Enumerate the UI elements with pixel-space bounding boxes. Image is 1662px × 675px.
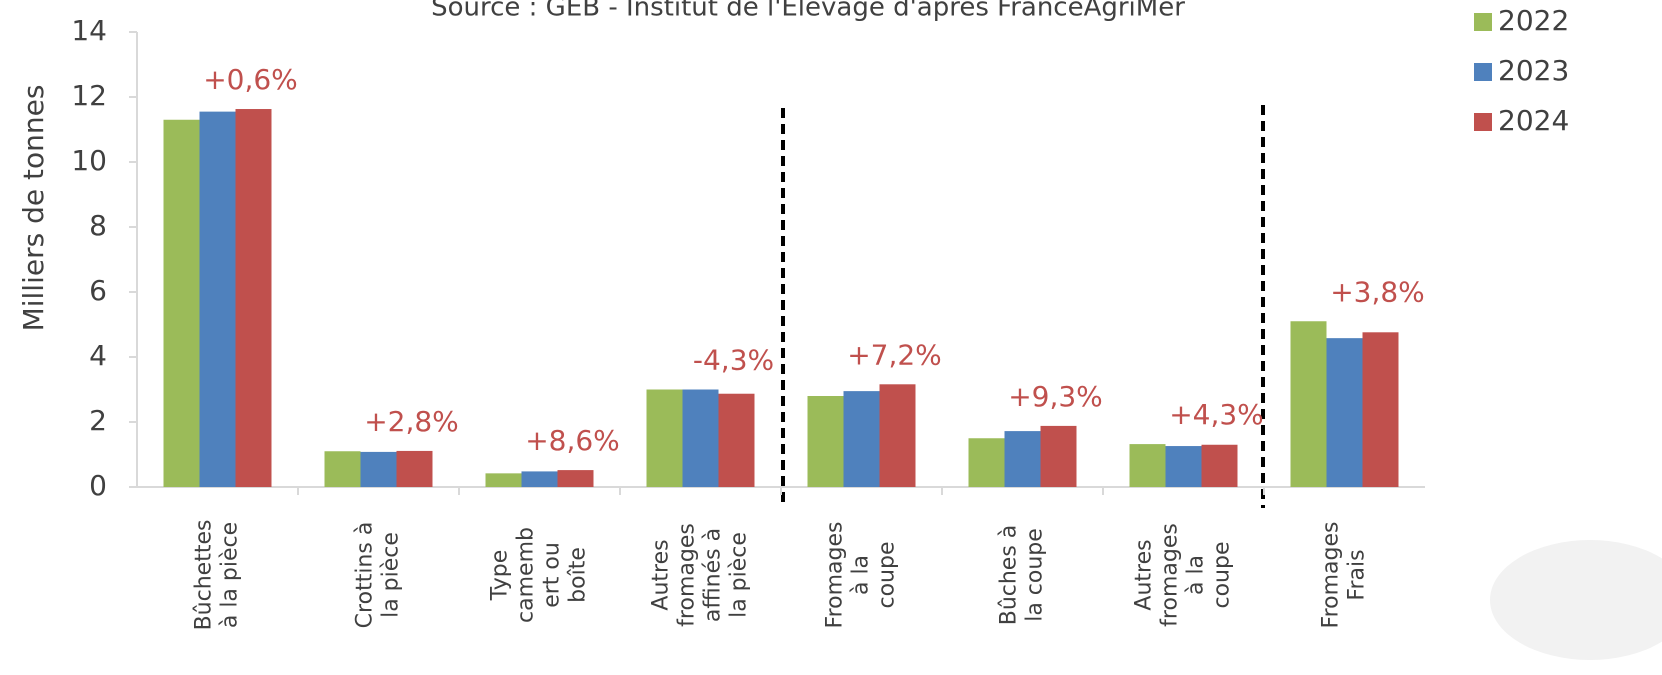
bar <box>1290 321 1327 487</box>
x-tick-label: la pièce <box>379 532 404 618</box>
bar <box>1165 446 1202 487</box>
chart-title: Source : GEB - Institut de l'Elevage d'a… <box>431 0 1185 23</box>
change-label: +3,8% <box>1330 275 1425 308</box>
bar <box>879 384 916 487</box>
x-tick-label: affinés à <box>701 528 726 622</box>
x-tick-label: fromages <box>675 523 700 627</box>
y-tick-label: 2 <box>89 404 107 437</box>
change-label: +7,2% <box>847 338 942 371</box>
bar <box>646 389 683 487</box>
y-tick-label: 14 <box>71 14 107 47</box>
y-tick-label: 0 <box>89 469 107 502</box>
x-tick-label: Bûchettes <box>192 520 217 631</box>
bar <box>1040 425 1077 487</box>
legend-swatch <box>1474 13 1492 31</box>
bar <box>1004 431 1041 487</box>
x-tick-label: la pièce <box>727 532 752 618</box>
bar <box>1129 444 1166 487</box>
x-tick-label: Autres <box>649 539 674 610</box>
x-tick-label: coupe <box>1210 542 1235 609</box>
bar <box>1201 444 1238 487</box>
x-tick-label: Bûches à <box>997 525 1022 626</box>
change-label: +2,8% <box>364 405 459 438</box>
bar <box>235 109 272 488</box>
x-tick-label: à la pièce <box>218 522 243 628</box>
change-label: +0,6% <box>203 63 298 96</box>
bar <box>485 473 522 487</box>
x-tick-label: fromages <box>1158 523 1183 627</box>
x-tick-label: Autres <box>1132 539 1157 610</box>
x-tick-label: à la <box>1184 555 1209 595</box>
x-tick-label: coupe <box>875 542 900 609</box>
bar <box>718 393 755 487</box>
change-label: +9,3% <box>1008 380 1103 413</box>
legend-label: 2022 <box>1498 4 1569 37</box>
x-tick-label: camemb <box>514 527 539 623</box>
bar <box>1362 332 1399 487</box>
change-label: +4,3% <box>1169 398 1264 431</box>
bar <box>843 391 880 487</box>
bar <box>199 111 236 487</box>
bar <box>968 438 1005 487</box>
bar <box>682 389 719 487</box>
legend-label: 2023 <box>1498 54 1569 87</box>
x-tick-label: Frais <box>1345 549 1370 600</box>
change-label: +8,6% <box>525 424 620 457</box>
x-tick-label: Fromages <box>1319 522 1344 629</box>
y-tick-label: 10 <box>71 144 107 177</box>
bar <box>324 451 361 487</box>
y-tick-label: 6 <box>89 274 107 307</box>
bar <box>396 450 433 487</box>
x-tick-label: boîte <box>566 547 591 603</box>
x-tick-label: Crottins à <box>353 522 378 629</box>
y-tick-label: 12 <box>71 79 107 112</box>
bar <box>521 471 558 487</box>
logo <box>1490 540 1662 660</box>
y-axis-label: Milliers de tonnes <box>17 85 50 332</box>
bar <box>360 451 397 487</box>
x-tick-label: à la <box>849 555 874 595</box>
bar <box>807 396 844 487</box>
x-tick-label: Fromages <box>823 522 848 629</box>
y-tick-label: 8 <box>89 209 107 242</box>
bar <box>557 470 594 487</box>
y-tick-label: 4 <box>89 339 107 372</box>
change-label: -4,3% <box>693 344 774 377</box>
legend-swatch <box>1474 113 1492 131</box>
bar <box>1326 338 1363 487</box>
legend-label: 2024 <box>1498 104 1569 137</box>
legend-swatch <box>1474 63 1492 81</box>
x-tick-label: Type <box>488 550 513 602</box>
bar <box>163 119 200 487</box>
x-tick-label: la coupe <box>1023 528 1048 622</box>
x-tick-label: ert ou <box>540 542 565 608</box>
